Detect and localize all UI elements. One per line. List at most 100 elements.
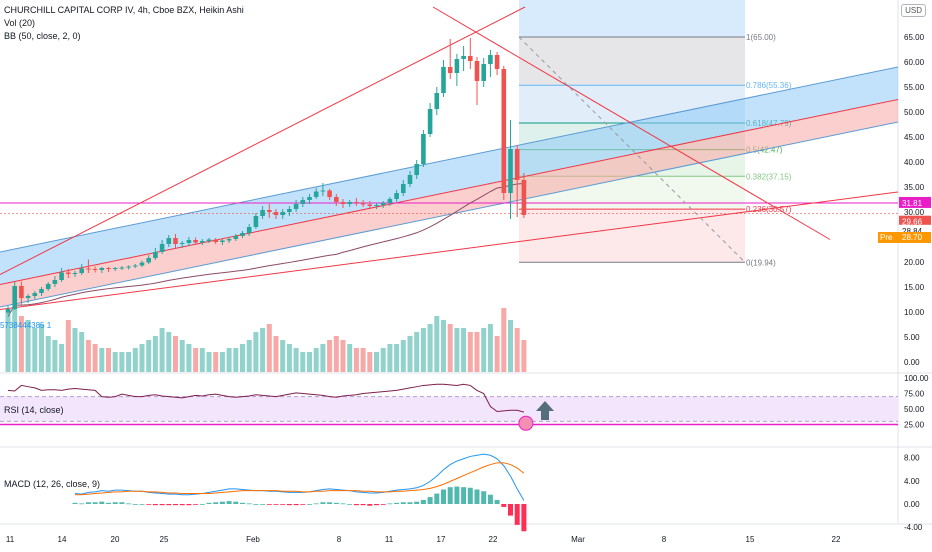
macd-histogram-bar	[132, 504, 138, 505]
volume-bar	[374, 352, 379, 372]
price-tick-label: 15.00	[904, 283, 925, 292]
volume-bar	[85, 340, 91, 372]
macd-histogram-bar	[508, 504, 513, 516]
second-price-badge-bg	[899, 224, 931, 236]
pink-line-badge-bg	[899, 196, 931, 208]
macd-histogram-bar	[313, 503, 319, 505]
macd-histogram-bar	[126, 503, 132, 505]
macd-histogram-bar	[387, 503, 393, 505]
trendline-upper	[0, 6, 526, 275]
candle-body	[52, 280, 58, 284]
volume-bar	[112, 352, 118, 372]
macd-histogram-bar	[240, 502, 245, 504]
volume-bar	[119, 352, 125, 372]
candle-body	[313, 191, 319, 197]
currency-button[interactable]: USD	[901, 4, 926, 17]
rsi-tick-label: 50.00	[904, 405, 925, 414]
fib-level-label: 0.236(30.57)	[746, 205, 792, 214]
volume-bar	[199, 348, 205, 372]
volume-bar	[253, 332, 259, 372]
macd-histogram-bar	[360, 504, 366, 506]
volume-bar	[487, 324, 493, 372]
volume-bar	[514, 328, 520, 372]
fib-zone-top	[519, 0, 745, 37]
macd-legend: MACD (12, 26, close, 9)	[4, 478, 100, 491]
candle-body	[374, 205, 379, 206]
fib-zone	[519, 209, 745, 263]
candle-body	[401, 184, 406, 193]
candle-body	[126, 266, 131, 268]
volume-bar	[5, 312, 11, 372]
macd-tick-label: 8.00	[904, 454, 920, 463]
volume-bar	[233, 348, 239, 372]
macd-tick-label: -4.00	[904, 523, 923, 532]
macd-histogram-bar	[441, 489, 446, 504]
price-tick-label: 30.00	[904, 208, 925, 217]
candle-body	[367, 204, 373, 206]
volume-bar	[320, 344, 326, 372]
candle-body	[233, 236, 239, 239]
volume-bar	[65, 320, 71, 372]
rsi-pane[interactable]	[0, 383, 898, 431]
candle-body	[226, 239, 232, 241]
volume-bar	[12, 308, 18, 372]
candle-body	[461, 56, 466, 59]
macd-histogram-bar	[394, 502, 400, 504]
macd-histogram-bar	[501, 504, 507, 507]
volume-bar	[481, 328, 487, 372]
signal-line	[75, 462, 525, 496]
macd-histogram-bar	[367, 504, 373, 506]
macd-histogram-bar	[447, 487, 453, 504]
main-legend: CHURCHILL CAPITAL CORP IV, 4h, Cboe BZX,…	[4, 4, 244, 43]
channel-top-line	[0, 66, 899, 253]
volume-bar	[266, 324, 272, 372]
volume-bar	[474, 332, 480, 372]
volume-bar	[434, 316, 440, 372]
macd-histogram-bar	[427, 497, 433, 504]
fib-zone	[519, 37, 745, 86]
candle-body	[441, 67, 446, 93]
candle-body	[206, 239, 212, 241]
candle-body	[340, 202, 346, 204]
candle-body	[253, 216, 259, 227]
macd-histogram-bar	[414, 501, 420, 504]
candle-body	[59, 272, 64, 280]
candle-body	[39, 289, 44, 293]
fib-level-label: 0.382(37.15)	[746, 172, 792, 181]
candle-body	[347, 202, 352, 204]
macd-histogram-bar	[494, 499, 500, 504]
time-tick-label: 14	[58, 535, 67, 544]
volume-bar	[166, 332, 172, 372]
candle-body	[240, 233, 245, 236]
rsi-label: RSI (14, close)	[4, 405, 64, 415]
macd-histogram-bar	[159, 504, 165, 506]
macd-histogram-bar	[152, 504, 158, 506]
macd-histogram-bar	[146, 504, 152, 505]
candle-body	[186, 240, 192, 243]
fib-level-label: 0.5(42.47)	[746, 146, 783, 155]
macd-histogram-bar	[347, 504, 353, 505]
price-tick-label: 55.00	[904, 83, 925, 92]
fib-level-label: 0.786(55.36)	[746, 81, 792, 90]
macd-histogram-bar	[92, 502, 98, 504]
time-tick-label: 20	[111, 535, 120, 544]
rsi-line	[7, 383, 525, 413]
price-pane[interactable]	[5, 38, 527, 372]
volume-bar	[99, 348, 105, 372]
candle-body	[193, 240, 198, 243]
volume-bar	[467, 332, 473, 372]
volume-bar	[327, 340, 333, 372]
candle-body	[173, 238, 178, 244]
candle-body	[360, 203, 366, 205]
volume-bar	[286, 344, 292, 372]
macd-histogram-bar	[307, 504, 312, 505]
macd-pane[interactable]	[72, 453, 527, 532]
candle-body	[119, 267, 125, 269]
candle-body	[19, 286, 24, 298]
macd-histogram-bar	[213, 502, 219, 504]
macd-histogram-bar	[454, 486, 460, 504]
candle-body	[287, 209, 292, 212]
candle-body	[300, 200, 306, 204]
